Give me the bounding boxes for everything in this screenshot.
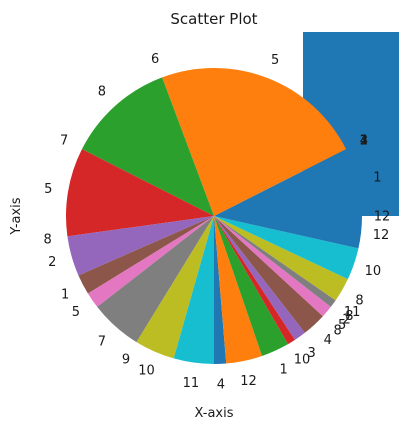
pie-label-26: 2 [342,313,350,328]
pie-label-21: 10 [294,353,311,368]
pie-label-5: 5 [271,53,279,68]
pie-label-3: 1 [360,134,368,149]
pie-label-32: 12 [374,210,391,225]
pie-slice-25 [214,216,331,317]
pie-label-2: 3 [360,134,368,149]
pie-slice-22 [214,216,305,340]
pie-slice-11 [67,216,214,276]
pie-label-29: 8 [355,294,363,309]
pie-label-14: 7 [98,335,106,350]
x-axis-label: X-axis [195,406,234,421]
pie-label-9: 5 [44,182,52,197]
pie-label-1: 2 [360,134,368,149]
pie-slice-16 [136,216,214,359]
pie-slice-17 [173,216,214,364]
pie-slice-13 [87,216,214,307]
pie-label-28: 11 [344,305,361,320]
pie-label-23: 4 [324,333,332,348]
pie-label-11: 2 [48,255,56,270]
pie-label-8: 7 [60,134,68,149]
pie-slice-7 [81,77,214,217]
pie-label-10: 8 [43,233,51,248]
pie-slice-20 [214,216,288,356]
pie-label-4: 4 [360,134,368,149]
pie-label-19: 12 [240,374,257,389]
pie-slice-14 [97,216,214,343]
pie-slice-29 [214,216,348,301]
pie-label-24: 8 [333,323,341,338]
pie-label-15: 9 [122,353,130,368]
pie-slice-0 [214,149,362,216]
pie-slice-30 [214,216,359,280]
pie-slice-31 [214,216,362,249]
pie-label-20: 1 [279,362,287,377]
pie-slice-12 [78,216,214,294]
pie-label-13: 5 [72,305,80,320]
pie-label-0: 1 [373,171,381,186]
chart-title: Scatter Plot [170,10,257,28]
pie-slice-19 [214,216,263,364]
pie-slice-5 [162,68,347,216]
pie-label-6: 6 [151,52,159,67]
pie-label-12: 1 [61,287,69,302]
y-axis-label: Y-axis [9,197,24,235]
pie-label-7: 8 [98,84,106,99]
pie-slice-9 [66,149,214,237]
pie-slice-18 [214,216,227,364]
pie-slice-27 [214,216,336,307]
pie-slices [66,68,362,364]
pie-label-30: 10 [365,264,382,279]
pie-label-16: 10 [138,363,155,378]
pie-label-31: 12 [373,228,390,243]
pie-label-17: 11 [183,376,200,391]
pie-label-22: 3 [307,346,315,361]
pie-label-18: 4 [217,377,225,392]
pie-label-27: 8 [345,309,353,324]
pie-slice-23 [214,216,323,333]
pie-slice-21 [214,216,295,345]
pie-label-25: 5 [338,318,346,333]
